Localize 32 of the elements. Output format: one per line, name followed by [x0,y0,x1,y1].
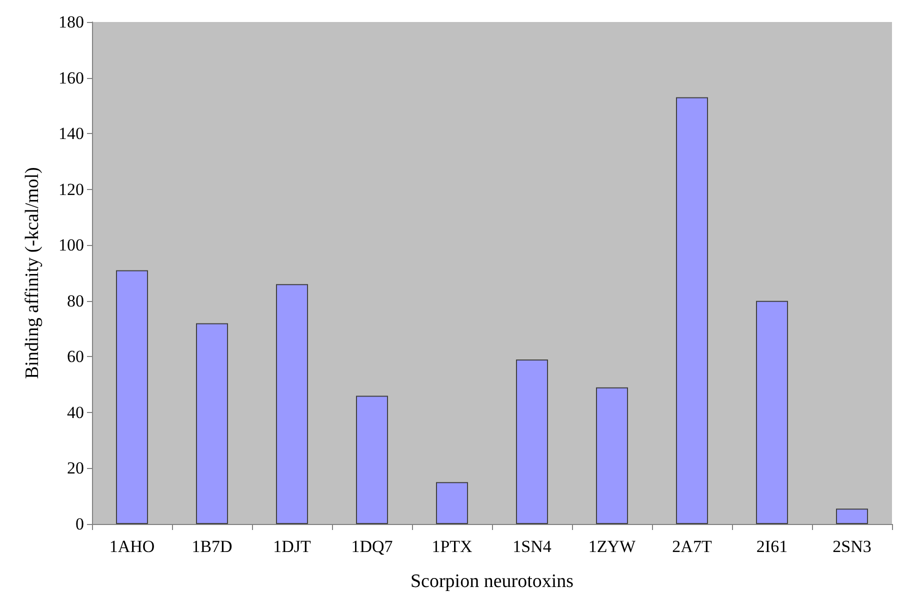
y-tick-label: 100 [58,236,84,255]
y-tick-label: 60 [67,347,84,366]
x-tick-label: 2I61 [756,537,788,556]
x-tick-label: 2SN3 [832,537,872,556]
x-axis-title: Scorpion neurotoxins [410,571,574,592]
y-tick-label: 120 [58,180,84,199]
x-tick-label: 1PTX [432,537,472,556]
x-tick-label: 1B7D [192,537,232,556]
y-tick-label: 160 [58,68,84,88]
y-tick-label: 80 [67,291,84,310]
x-tick-label: 1DQ7 [351,537,394,556]
x-tick-label: 1AHO [109,537,155,556]
y-tick-label: 180 [58,12,84,32]
x-tick-label: 1SN4 [512,537,552,556]
x-tick-label: 1ZYW [588,537,637,556]
bar [676,97,708,524]
x-tick-label: 2A7T [672,537,712,556]
bar [836,508,868,524]
bar [356,396,388,524]
bar [756,300,788,524]
y-tick-label: 20 [67,458,84,478]
bar [516,359,548,524]
y-axis-title: Binding affinity (-kcal/mol) [22,167,43,379]
y-tick-label: 40 [67,402,84,422]
bar [436,482,468,524]
y-tick-label: 0 [76,514,84,534]
y-tick-label: 140 [58,124,84,144]
bar [116,270,148,524]
bar [276,284,308,524]
bar [196,323,228,524]
bar [596,387,628,524]
x-tick-label: 1DJT [273,537,312,556]
